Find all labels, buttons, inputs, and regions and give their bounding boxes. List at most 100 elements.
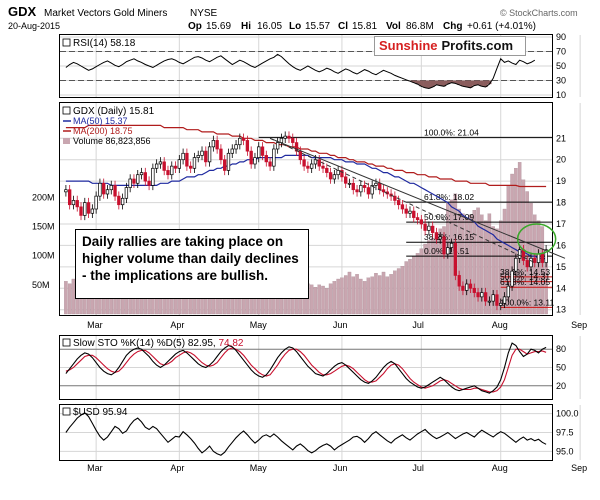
- chart-symbol: GDX: [8, 4, 37, 19]
- candle-body: [219, 148, 223, 161]
- candle-body: [533, 257, 537, 263]
- candle-body: [147, 180, 151, 186]
- candle-body: [468, 283, 473, 289]
- candle-body: [362, 185, 367, 188]
- candle-body: [393, 195, 397, 201]
- usd-tick-97-5: 97.5: [556, 428, 574, 438]
- candle-body: [325, 167, 329, 173]
- month-label-sep: Sep: [571, 320, 587, 330]
- usd-line: [65, 412, 547, 456]
- price-tick-17: 17: [556, 219, 566, 229]
- candle-body: [415, 217, 420, 221]
- candle-body: [461, 285, 465, 291]
- price-legend: GDX (Daily) 15.81 MA(50) 15.37 MA(200) 1…: [62, 106, 155, 146]
- rsi-tick-30: 30: [556, 76, 566, 86]
- volume-bar: [498, 220, 503, 315]
- volume-bar: [370, 276, 374, 315]
- highlight-circle: [516, 223, 557, 255]
- candle-body: [419, 219, 424, 225]
- candle-body: [143, 172, 147, 182]
- volume-bar: [332, 281, 337, 315]
- candle-body: [374, 182, 378, 186]
- volume-bar: [423, 243, 427, 315]
- candle-body: [483, 292, 488, 302]
- price-tick-14: 14: [556, 283, 566, 293]
- candle-body: [453, 242, 458, 276]
- volume-bar: [442, 226, 446, 315]
- candle-body: [158, 161, 163, 165]
- month-label-bottom-apr: Apr: [170, 463, 184, 473]
- volume-bar: [468, 214, 473, 315]
- high-label: Hi: [241, 21, 251, 32]
- candle-body: [136, 174, 140, 184]
- rsi-tick-50: 50: [556, 61, 566, 71]
- candle-body: [181, 152, 185, 161]
- open-label: Op: [188, 21, 202, 32]
- stoch-legend-swatch: [62, 338, 71, 347]
- month-label-bottom-jun: Jun: [333, 463, 348, 473]
- usd-legend-swatch: [62, 407, 71, 416]
- candle-body: [298, 150, 303, 161]
- candle-body: [517, 249, 522, 259]
- candle-body: [400, 204, 405, 210]
- rsi-legend-swatch: [62, 38, 71, 47]
- volume-bar: [317, 284, 321, 315]
- change-label: Chg: [443, 21, 462, 32]
- candle-body: [344, 176, 348, 184]
- price-panel: [59, 102, 553, 316]
- candle-body: [264, 155, 268, 163]
- month-label-bottom-sep: Sep: [571, 463, 587, 473]
- candle-body: [79, 206, 83, 216]
- candle-body: [404, 208, 408, 214]
- month-label-aug: Aug: [492, 320, 508, 330]
- stoch-legend: Slow STO %K(14) %D(5) 82.95, 74.82: [62, 338, 244, 349]
- candle-body: [465, 283, 469, 291]
- candle-body: [75, 200, 79, 208]
- candle-body: [124, 187, 129, 199]
- fib-label-7: 61.8%: 14.05: [500, 277, 550, 287]
- candle-body: [196, 155, 200, 158]
- month-label-may: May: [250, 320, 268, 330]
- volume-bar: [404, 261, 408, 315]
- fib-label-1: 61.8%: 18.02: [424, 192, 474, 202]
- candle-body: [207, 146, 212, 163]
- candle-body: [487, 300, 492, 303]
- candle-body: [253, 157, 257, 165]
- close-label: Cl: [338, 21, 348, 32]
- volume-bar: [415, 253, 420, 315]
- rsi-line: [65, 53, 536, 90]
- candle-body: [514, 257, 518, 272]
- candle-body: [279, 137, 284, 143]
- candle-body: [94, 195, 98, 210]
- usd-legend: $USD 95.94: [62, 407, 128, 418]
- volume-label: Vol: [386, 21, 401, 32]
- candle-body: [192, 157, 197, 169]
- candle-body: [132, 178, 136, 184]
- candle-body: [185, 152, 189, 167]
- candle-body: [241, 137, 246, 141]
- price-tick-18: 18: [556, 198, 566, 208]
- volume-legend-swatch: [63, 138, 70, 144]
- candle-body: [188, 165, 193, 169]
- volume-bar: [347, 271, 352, 315]
- fib-label-0: 100.0%: 21.04: [424, 127, 479, 137]
- volume-bar: [393, 270, 397, 315]
- volume-bar: [476, 207, 480, 315]
- candle-body: [238, 137, 242, 146]
- rsi-legend: RSI(14) 58.18: [62, 38, 136, 49]
- volume-bar: [355, 274, 359, 315]
- volume-bar: [483, 220, 488, 315]
- candle-body: [332, 174, 337, 180]
- volume-bar: [359, 278, 363, 315]
- volume-bar: [438, 228, 442, 315]
- stoch-tick-50: 50: [556, 363, 566, 373]
- price-tick-15: 15: [556, 262, 566, 272]
- candle-body: [502, 296, 507, 304]
- candle-body: [139, 172, 144, 176]
- candle-body: [283, 135, 287, 139]
- ma200-legend-text: MA(200) 18.75: [73, 126, 133, 136]
- stoch-k-value: 82.95: [188, 338, 213, 349]
- volume-tick-150: 150M: [32, 222, 55, 232]
- volume-bar: [517, 162, 522, 315]
- price-legend-swatch: [62, 106, 71, 115]
